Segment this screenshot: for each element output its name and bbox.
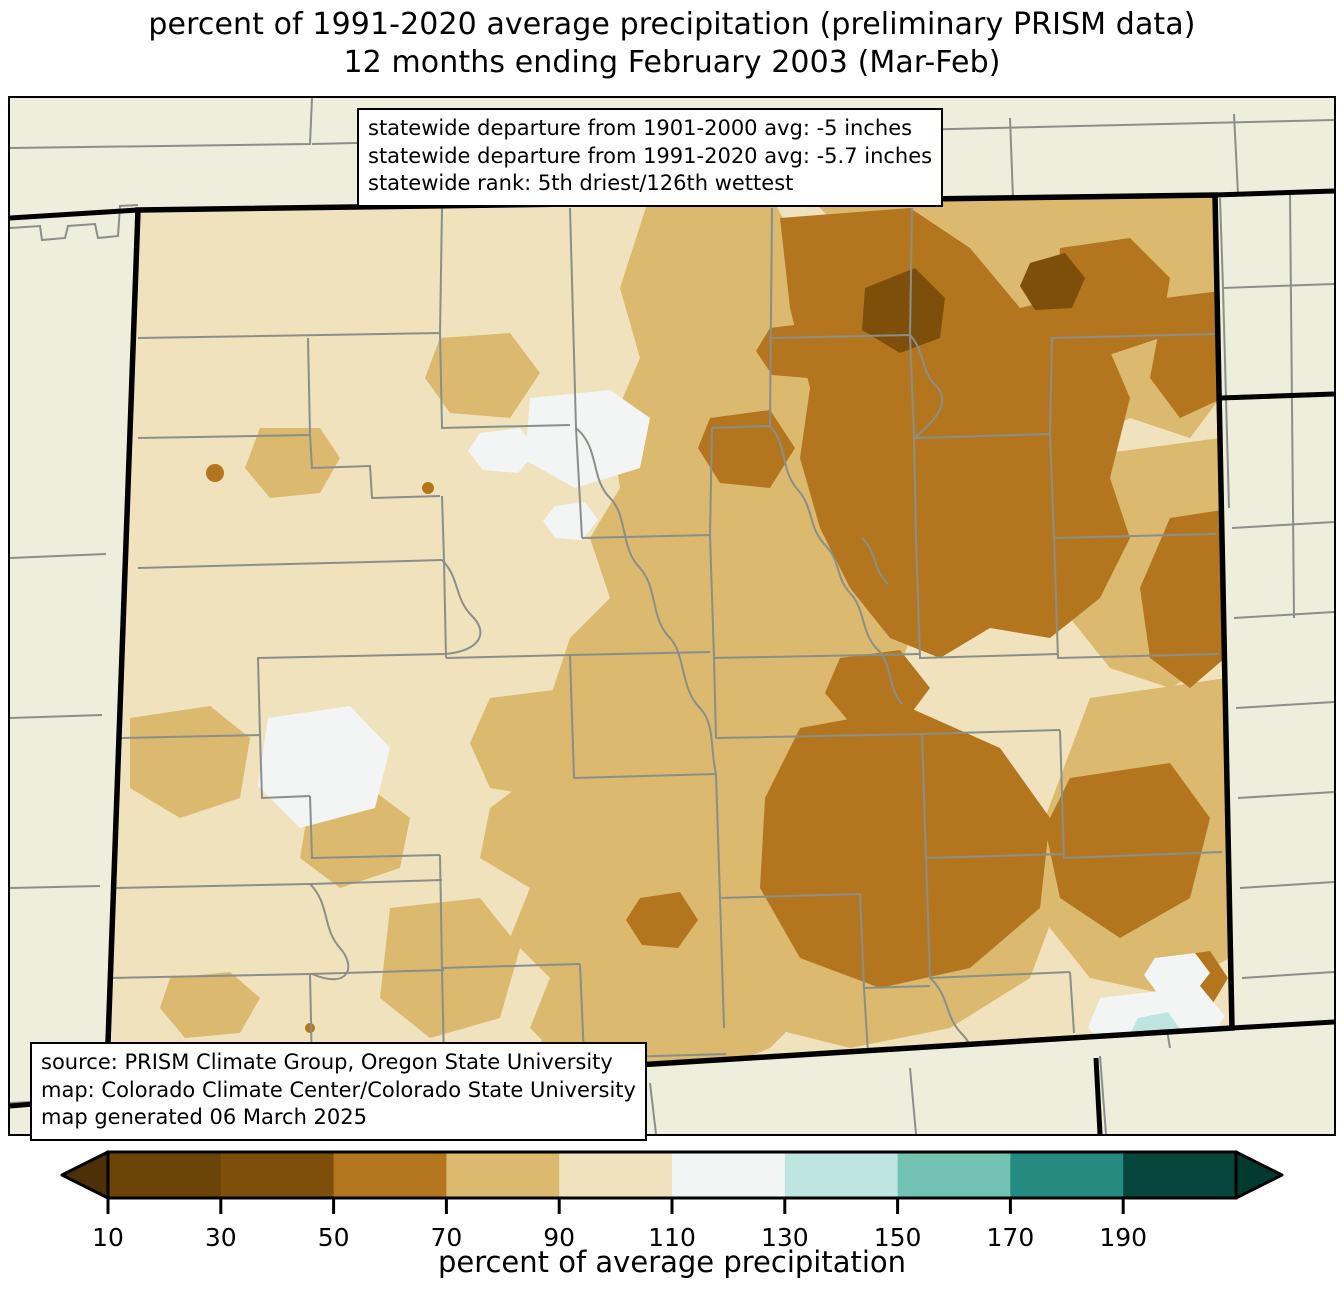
page-title: percent of 1991-2020 average precipitati… [0, 6, 1344, 82]
colorbar-over-cap [1234, 1150, 1284, 1200]
source-line-3: map generated 06 March 2025 [41, 1105, 368, 1130]
colorbar-band-30to50 [220, 1152, 335, 1198]
contour-band-layer [106, 195, 1232, 1098]
title-line-2: 12 months ending February 2003 (Mar-Feb) [343, 44, 1001, 80]
source-line-2: map: Colorado Climate Center/Colorado St… [41, 1077, 636, 1102]
colorbar-under-cap [60, 1150, 110, 1200]
colorbar-tick-label: 10 [92, 1223, 124, 1250]
title-line-1: percent of 1991-2020 average precipitati… [148, 7, 1196, 42]
colorbar-tick-label: 110 [648, 1223, 696, 1250]
colorbar-tick-labels: 10 30 50 70 90 110 130 150 170 190 [92, 1223, 1147, 1250]
band-30-50 [862, 253, 1085, 353]
colorbar-tick-label: 150 [874, 1223, 922, 1250]
stats-line-1: statewide departure from 1901-2000 avg: … [368, 116, 913, 140]
colorbar-svg: 10 30 50 70 90 110 130 150 170 190 [60, 1150, 1284, 1250]
precipitation-choropleth-map [10, 98, 1334, 1134]
colorbar-band-90to110 [559, 1152, 673, 1198]
source-line-1: source: PRISM Climate Group, Oregon Stat… [41, 1050, 613, 1074]
colorbar-band-10to30 [108, 1152, 222, 1198]
colorbar-tick-label: 170 [987, 1223, 1035, 1250]
stats-line-3: statewide rank: 5th driest/126th wettest [368, 171, 794, 196]
colorbar-band-70to90 [446, 1152, 560, 1198]
colorbar-ticks [106, 1198, 1125, 1214]
colorbar-band-110to130 [672, 1152, 786, 1198]
colorbar-tick-label: 30 [205, 1223, 237, 1250]
source-attribution-box: source: PRISM Climate Group, Oregon Stat… [30, 1042, 647, 1142]
colorbar-tick-label: 90 [543, 1223, 575, 1250]
colorbar-band-150to170 [897, 1152, 1011, 1198]
map-panel [8, 96, 1336, 1136]
colorbar-band-190 [1123, 1152, 1237, 1198]
band-speck-group [206, 464, 979, 1033]
colorbar-tick-label: 190 [1099, 1223, 1147, 1250]
statewide-stats-box: statewide departure from 1901-2000 avg: … [357, 108, 944, 208]
colorbar-band-170to190 [1010, 1152, 1124, 1198]
colorbar-tick-label: 50 [318, 1223, 350, 1250]
colorbar-tick-label: 130 [761, 1223, 809, 1250]
colorbar-band-130to150 [784, 1152, 899, 1198]
colorbar-bands [108, 1152, 1237, 1198]
stats-line-2: statewide departure from 1991-2020 avg: … [368, 143, 933, 168]
colorbar-axis-label: percent of average precipitation [437, 1245, 907, 1279]
colorbar: 10 30 50 70 90 110 130 150 170 190 [0, 1140, 1344, 1300]
colorbar-tick-label: 70 [430, 1223, 462, 1250]
colorbar-band-50to70 [333, 1152, 447, 1198]
